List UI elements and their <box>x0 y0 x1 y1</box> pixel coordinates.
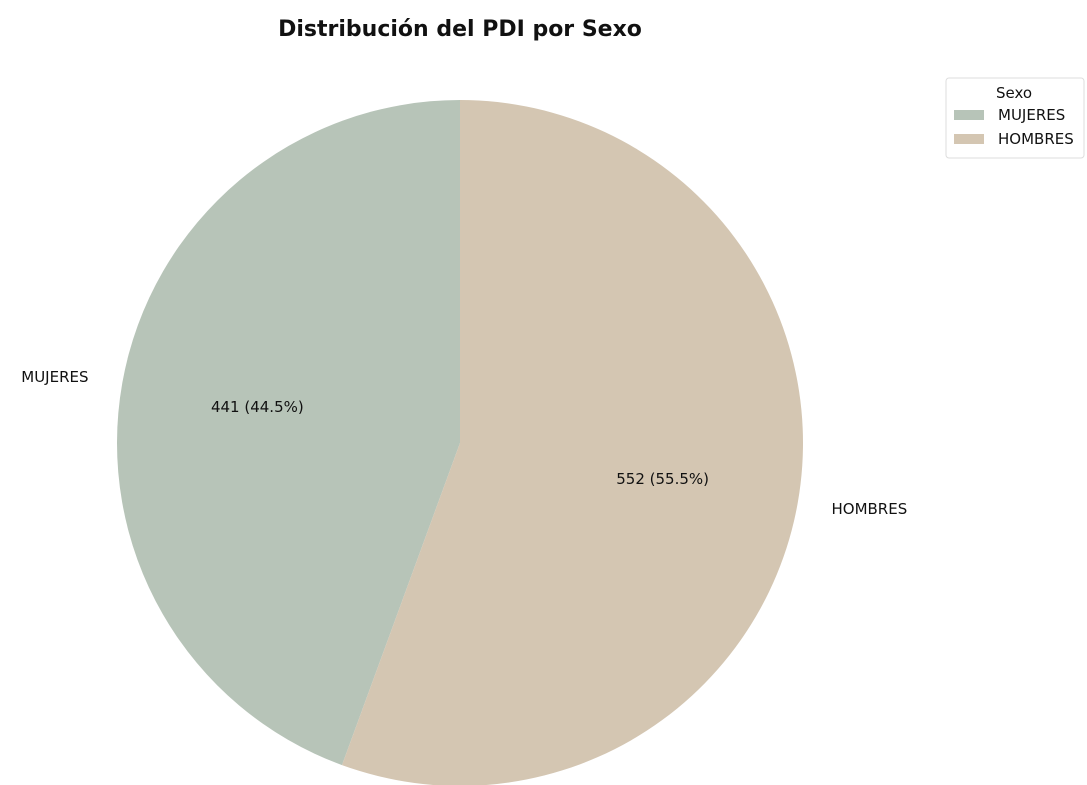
pie-slices <box>117 100 803 785</box>
pie-value-label: 552 (55.5%) <box>616 470 709 488</box>
pie-labels: 441 (44.5%) MUJERES 552 (55.5%) HOMBRES <box>21 368 907 518</box>
legend: Sexo MUJERES HOMBRES <box>945 77 1085 159</box>
legend-swatch <box>954 134 984 144</box>
pie-category-label: HOMBRES <box>831 500 907 518</box>
pie-slice-mujeres <box>117 100 461 766</box>
legend-swatch <box>954 110 984 120</box>
legend-label: MUJERES <box>998 106 1065 124</box>
legend-label: HOMBRES <box>998 130 1074 148</box>
legend-entries: MUJERES HOMBRES <box>954 106 1074 148</box>
pie-category-label: MUJERES <box>21 368 88 386</box>
pie-slice-hombres <box>342 100 803 785</box>
pie-value-label: 441 (44.5%) <box>211 398 304 416</box>
legend-title: Sexo <box>996 84 1032 102</box>
chart-title: Distribución del PDI por Sexo <box>278 17 642 42</box>
